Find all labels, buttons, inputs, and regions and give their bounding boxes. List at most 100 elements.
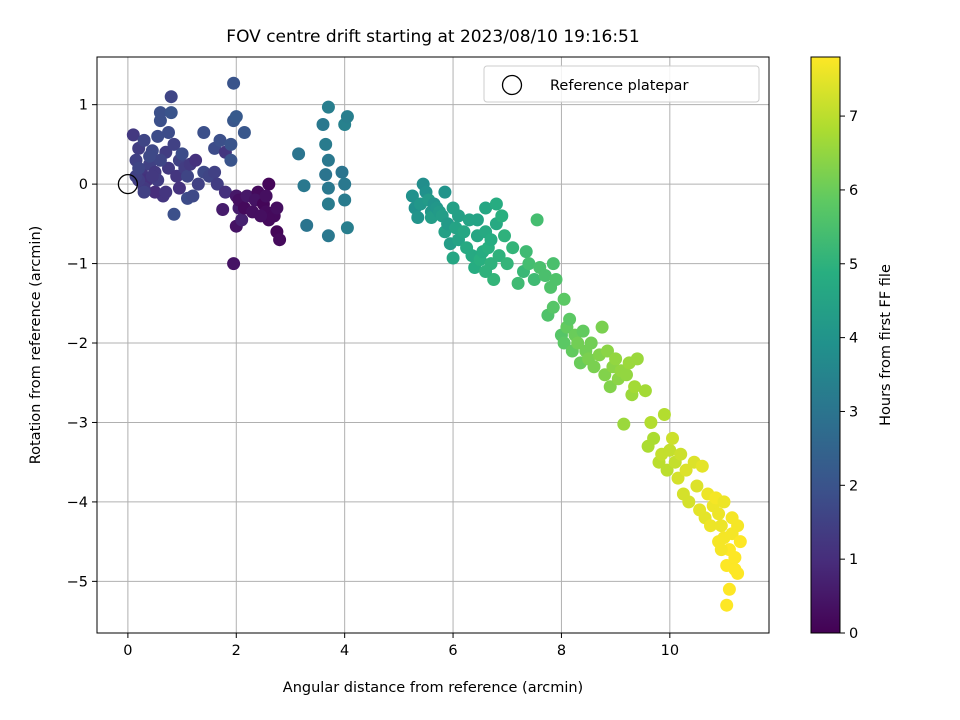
data-point (224, 137, 238, 151)
data-point (411, 211, 425, 224)
data-point (340, 110, 354, 124)
colorbar-tick-label: 4 (849, 331, 858, 347)
data-point (500, 257, 514, 271)
y-tick-label: −2 (67, 336, 88, 352)
data-point (660, 463, 674, 477)
data-point (506, 241, 520, 255)
data-point (405, 189, 419, 203)
data-point (338, 177, 352, 191)
data-point (237, 126, 251, 139)
data-point (137, 133, 151, 147)
data-point (151, 129, 165, 143)
colorbar (810, 56, 841, 634)
data-point (235, 213, 249, 227)
data-point (484, 233, 498, 247)
data-point (172, 181, 186, 195)
data-point (335, 165, 349, 179)
chart-title: FOV centre drift starting at 2023/08/10 … (226, 27, 639, 47)
data-point (321, 197, 335, 211)
x-axis-label: Angular distance from reference (arcmin) (283, 680, 583, 696)
data-point (617, 417, 631, 431)
data-point (321, 181, 335, 195)
data-point (495, 209, 509, 223)
data-point (587, 360, 601, 374)
legend-box (483, 65, 760, 103)
data-point (576, 324, 590, 338)
data-point (208, 165, 222, 179)
data-point (546, 257, 560, 271)
data-point (300, 218, 314, 232)
data-point (470, 213, 484, 227)
data-point (489, 197, 503, 211)
data-point (630, 352, 644, 366)
x-tick-label: 0 (123, 643, 132, 659)
x-tick-label: 2 (232, 643, 241, 659)
data-point (216, 203, 230, 216)
data-point (511, 276, 525, 290)
data-point (563, 312, 577, 326)
legend-reference-marker (501, 74, 523, 96)
data-point (720, 598, 734, 612)
data-point (479, 201, 493, 215)
y-tick-label: 1 (79, 98, 88, 114)
data-point (538, 269, 552, 282)
data-point (132, 161, 146, 175)
data-point (164, 90, 178, 104)
data-point (546, 300, 560, 314)
data-point (321, 229, 335, 243)
data-point (725, 511, 739, 525)
data-point (297, 179, 311, 193)
plot-frame (96, 56, 770, 634)
colorbar-tick-label: 2 (849, 478, 858, 494)
data-point (229, 110, 243, 124)
data-point (522, 257, 536, 271)
reference-platepar-point (117, 173, 139, 195)
data-point (137, 185, 151, 199)
data-point (321, 153, 335, 167)
data-point (259, 189, 273, 203)
data-point (498, 229, 511, 243)
data-point (340, 221, 354, 235)
data-point (210, 177, 224, 191)
reference-marker (117, 173, 139, 195)
data-point (338, 193, 352, 207)
data-point (717, 495, 731, 509)
data-point (666, 431, 679, 445)
data-point (704, 519, 717, 533)
data-point (712, 507, 726, 521)
data-point (609, 352, 623, 366)
data-point (186, 189, 200, 203)
data-point (167, 137, 181, 151)
colorbar-tick-label: 0 (849, 626, 858, 642)
data-point (224, 153, 238, 167)
data-point (321, 100, 335, 114)
data-point (162, 126, 175, 139)
data-point (170, 169, 184, 183)
data-point (479, 265, 493, 278)
y-tick-label: −4 (67, 495, 88, 511)
data-point (657, 408, 671, 421)
data-point (270, 201, 284, 215)
data-point (728, 562, 742, 576)
x-tick-label: 6 (448, 643, 457, 659)
legend: Reference platepar (483, 65, 760, 103)
data-point (319, 137, 333, 151)
data-point (319, 168, 333, 182)
data-point (682, 495, 696, 509)
data-point (714, 543, 728, 557)
data-point (527, 273, 541, 286)
data-point (598, 368, 612, 382)
colorbar-ticks: 0 1 2 3 4 5 6 7 (840, 109, 858, 642)
data-point (557, 292, 571, 306)
data-point (584, 336, 598, 350)
data-point (164, 106, 178, 120)
y-tick-label: −5 (67, 574, 88, 590)
data-point (213, 133, 227, 147)
x-tick-label: 8 (557, 643, 566, 659)
data-point (153, 114, 167, 128)
legend-entry-reference: Reference platepar (550, 78, 688, 94)
data-point (674, 447, 688, 461)
y-axis-ticks: 1 0 −1 −2 −3 −4 −5 (67, 98, 97, 590)
data-point (167, 207, 181, 221)
